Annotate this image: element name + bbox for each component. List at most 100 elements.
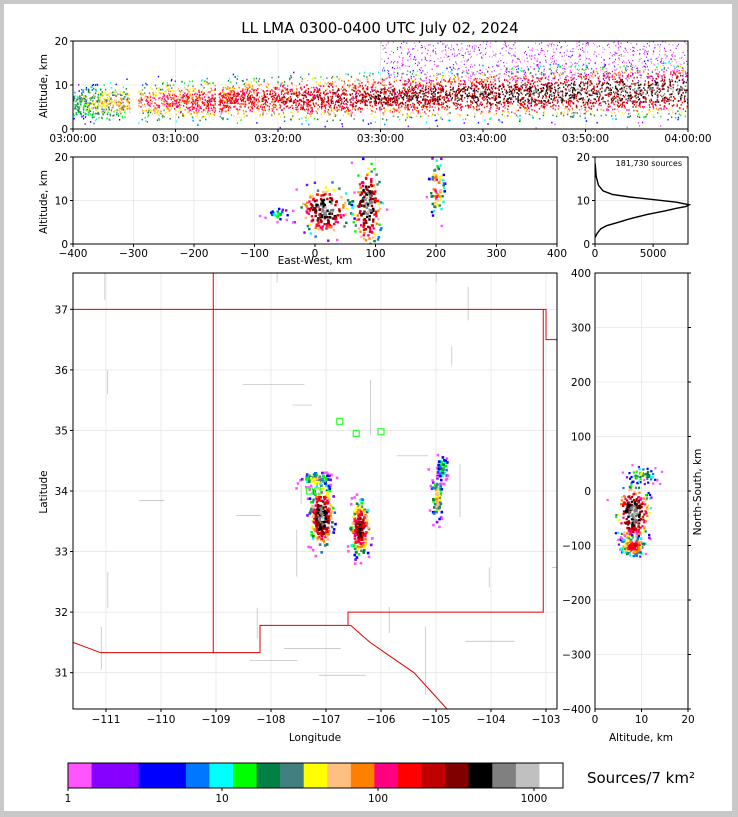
source-point	[659, 104, 661, 106]
source-point	[159, 88, 162, 91]
source-point	[637, 87, 639, 90]
source-point	[91, 89, 94, 91]
source-point	[521, 86, 524, 89]
source-point	[243, 97, 245, 99]
source-point	[237, 113, 239, 115]
source-point	[267, 83, 270, 86]
source-point	[414, 108, 416, 111]
source-point	[573, 114, 575, 117]
source-point	[488, 110, 490, 112]
source-point	[338, 78, 340, 81]
source-point	[196, 115, 198, 117]
source-point	[531, 108, 533, 111]
source-point	[527, 69, 530, 71]
source-point	[171, 97, 173, 100]
source-point	[612, 97, 614, 100]
source-point	[610, 93, 612, 96]
source-point	[408, 86, 411, 88]
source-point	[354, 85, 357, 88]
source-point	[626, 109, 628, 111]
source-point	[261, 89, 263, 91]
source-point	[82, 91, 84, 93]
source-point	[213, 89, 215, 92]
source-point	[141, 118, 143, 121]
source-point	[337, 89, 339, 92]
source-point	[417, 80, 420, 83]
source-point	[570, 94, 572, 96]
source-point	[494, 83, 497, 85]
source-point	[340, 94, 342, 96]
source-point	[255, 94, 258, 97]
source-point	[352, 83, 354, 86]
source-point	[334, 115, 337, 117]
source-point	[430, 115, 433, 117]
source-point	[210, 98, 212, 101]
source-point	[408, 80, 410, 82]
source-point	[350, 116, 353, 118]
source-point	[630, 96, 632, 98]
source-point	[310, 94, 312, 96]
source-point	[297, 108, 299, 111]
source-point	[94, 96, 97, 99]
source-point	[196, 93, 198, 96]
source-point	[450, 83, 452, 85]
source-point	[364, 103, 366, 106]
source-point	[680, 96, 683, 99]
source-point	[477, 97, 479, 100]
source-point	[349, 84, 351, 87]
source-point	[167, 110, 169, 113]
source-point	[108, 101, 110, 104]
source-point	[163, 108, 165, 111]
source-point	[686, 89, 688, 92]
source-point	[414, 85, 416, 88]
source-point	[574, 93, 576, 96]
source-point	[164, 112, 166, 115]
source-point	[511, 92, 513, 95]
source-point	[159, 111, 161, 114]
source-point	[262, 97, 264, 99]
source-point	[440, 90, 442, 93]
source-point	[459, 80, 462, 82]
source-point	[335, 91, 337, 94]
source-point	[462, 88, 464, 90]
source-point	[194, 102, 196, 104]
source-point	[557, 84, 560, 86]
source-point	[436, 112, 439, 114]
source-point	[590, 71, 592, 74]
source-point	[644, 66, 647, 68]
source-point	[145, 99, 147, 102]
source-point	[310, 104, 312, 107]
source-point	[77, 109, 79, 112]
source-point	[154, 107, 157, 110]
source-point	[407, 106, 409, 108]
source-point	[267, 109, 270, 112]
source-point	[627, 100, 629, 102]
source-point	[616, 108, 618, 111]
source-point	[480, 91, 482, 93]
source-point	[346, 103, 348, 106]
source-point	[503, 102, 505, 105]
source-point	[438, 107, 440, 110]
source-point	[409, 96, 411, 98]
source-point	[571, 94, 573, 97]
source-point	[248, 97, 250, 100]
source-point	[119, 111, 121, 114]
source-point	[559, 86, 561, 89]
source-point	[222, 107, 224, 109]
source-point	[435, 99, 437, 102]
source-point	[651, 94, 654, 97]
source-point	[556, 102, 559, 104]
source-point	[545, 97, 547, 100]
source-point	[422, 84, 424, 87]
source-point	[676, 103, 678, 106]
source-point	[113, 114, 115, 117]
source-point	[339, 96, 341, 98]
source-point	[227, 79, 230, 82]
source-point	[665, 96, 667, 99]
source-point	[396, 108, 398, 111]
source-point	[207, 111, 209, 113]
source-point	[620, 87, 623, 89]
source-point	[300, 98, 302, 101]
source-point	[565, 76, 567, 79]
source-point	[100, 100, 103, 103]
